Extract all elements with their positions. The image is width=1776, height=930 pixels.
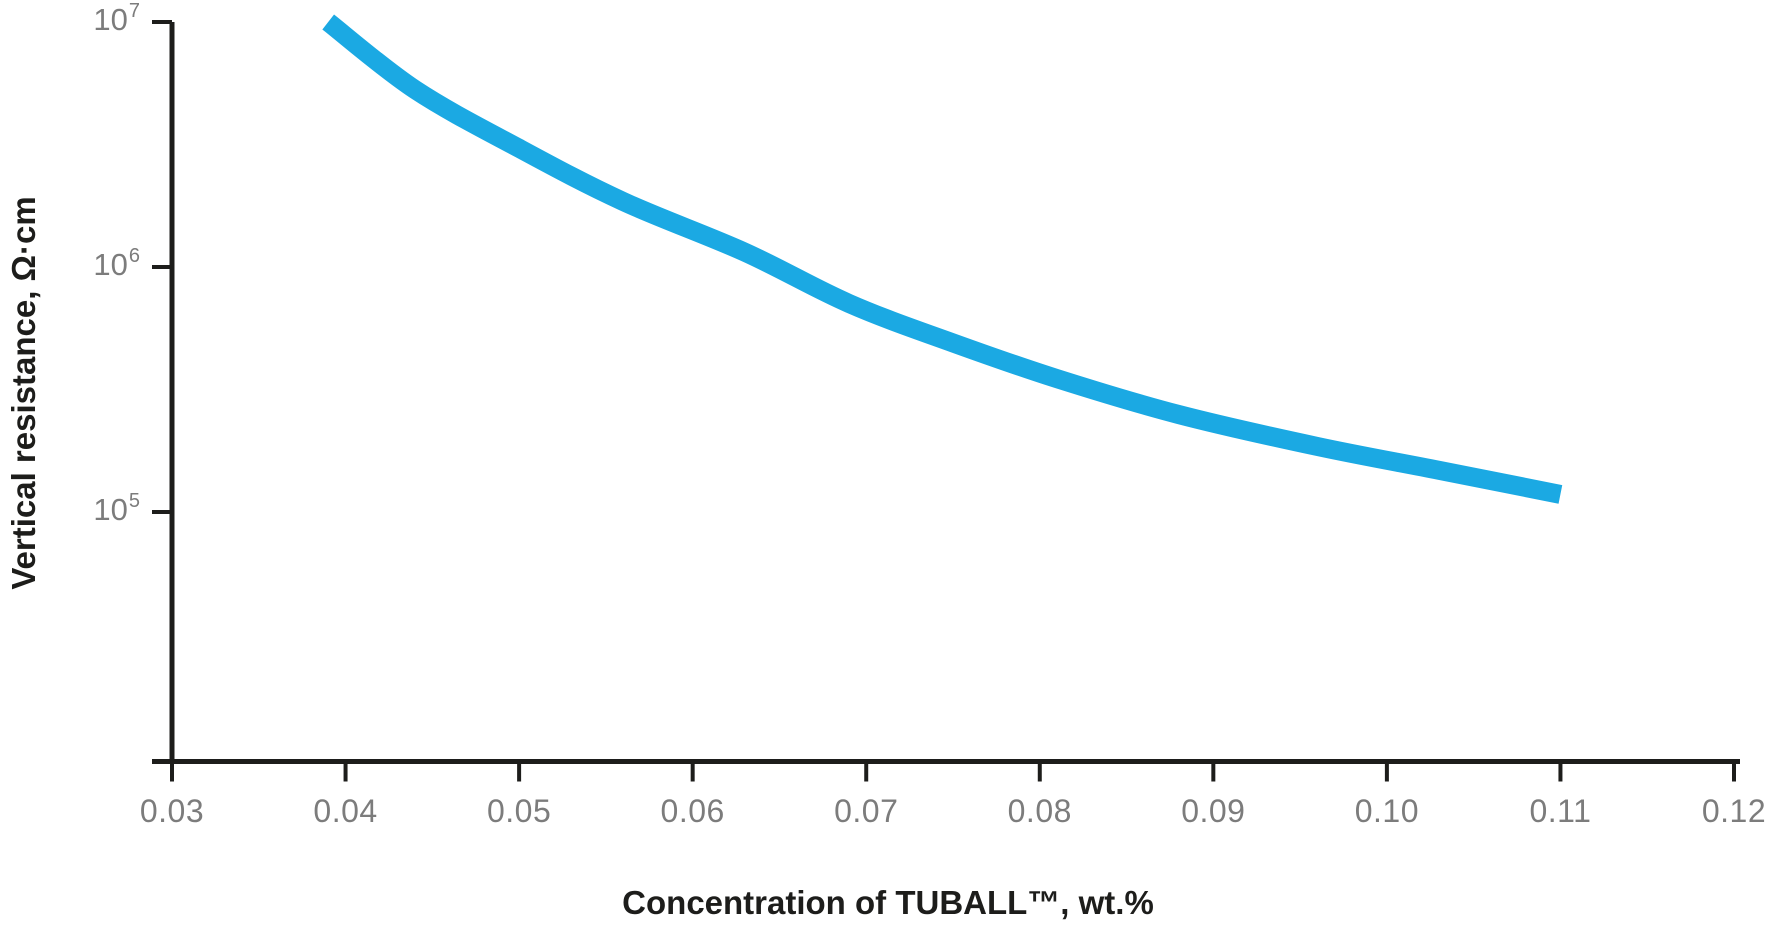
x-axis-title: Concentration of TUBALL™, wt.% bbox=[622, 884, 1154, 921]
x-tick-marks bbox=[170, 761, 1736, 782]
y-tick-base: 10 bbox=[93, 247, 128, 282]
y-tick-exponent: 7 bbox=[128, 0, 140, 22]
y-tick-base: 10 bbox=[93, 2, 128, 37]
x-tick-label: 0.06 bbox=[660, 793, 725, 829]
x-tick-label: 0.10 bbox=[1354, 793, 1420, 829]
y-tick-marks bbox=[152, 20, 172, 514]
x-tick-label: 0.05 bbox=[486, 793, 552, 829]
resistance-curve bbox=[322, 14, 1563, 504]
x-tick-label: 0.11 bbox=[1529, 793, 1592, 829]
x-tick-label: 0.04 bbox=[313, 793, 378, 829]
y-tick-label: 106 bbox=[30, 245, 140, 283]
y-tick-label: 105 bbox=[30, 490, 140, 528]
y-tick-exponent: 6 bbox=[128, 245, 140, 267]
y-tick-label: 107 bbox=[30, 0, 140, 38]
x-tick-label: 0.07 bbox=[834, 793, 899, 829]
x-tick-label: 0.03 bbox=[139, 793, 205, 829]
y-tick-base: 10 bbox=[93, 492, 128, 527]
x-tick-label: 0.08 bbox=[1007, 793, 1072, 829]
y-tick-exponent: 5 bbox=[128, 490, 140, 512]
x-tick-label: 0.12 bbox=[1701, 793, 1767, 829]
x-tick-label: 0.09 bbox=[1181, 793, 1246, 829]
